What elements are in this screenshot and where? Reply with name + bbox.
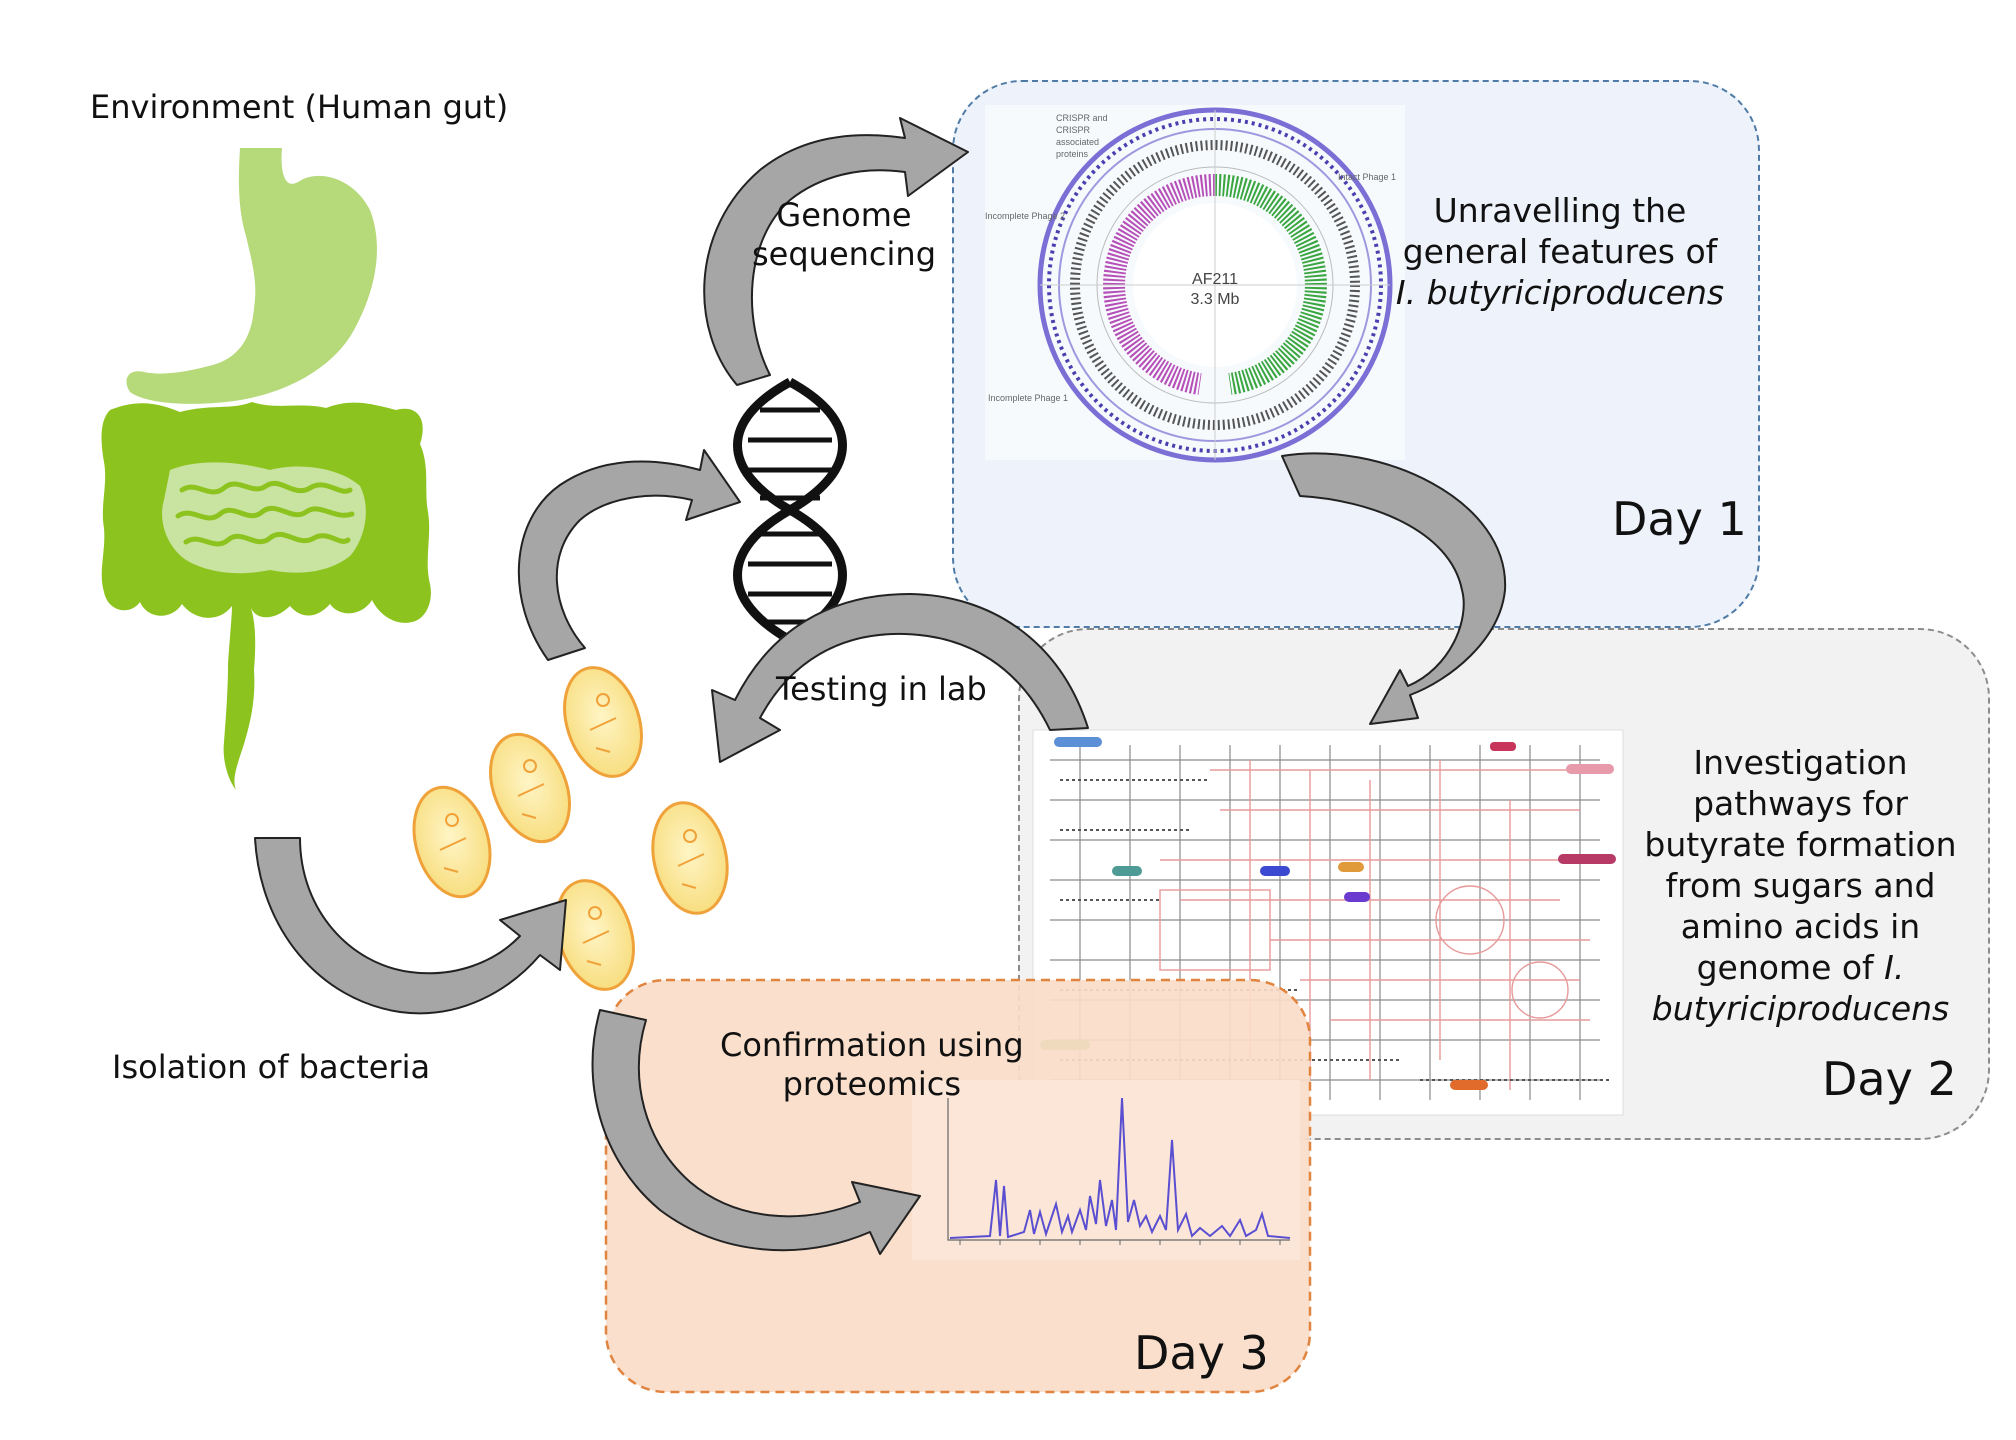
day3-label: Day 3	[1134, 1326, 1269, 1380]
confirmation-label: Confirmation using proteomics	[720, 1026, 1024, 1104]
genome-label-incomplete-phage-2: Incomplete Phage 2	[985, 211, 1065, 221]
genome-label-intact-phage-1: Intact Phage 1	[1338, 172, 1396, 182]
day1-desc-line-1: Unravelling the	[1433, 191, 1687, 230]
confirmation-line-1: Confirmation using	[720, 1026, 1024, 1064]
genome-sequencing-line-1: Genome	[776, 196, 912, 234]
genome-sequencing-label: Genome sequencing	[752, 196, 936, 274]
day1-description: Unravelling the general features of I. b…	[1380, 190, 1740, 313]
day2-description: Investigation pathways for butyrate form…	[1628, 742, 1973, 1029]
isolation-label: Isolation of bacteria	[112, 1048, 431, 1086]
day2-desc-line-4: from sugars and	[1665, 866, 1936, 905]
day2-desc-line-5: amino acids in	[1680, 907, 1921, 946]
genome-label-crispr-3: associated	[1056, 137, 1099, 147]
arrows	[254, 117, 1507, 1255]
human-gut-illustration	[101, 148, 431, 790]
day2-desc-line-6: genome of I.	[1628, 947, 1973, 988]
dna-helix-icon	[733, 378, 847, 644]
confirmation-line-2: proteomics	[782, 1065, 962, 1103]
bacteria-cluster	[412, 666, 729, 991]
bacteria-details	[439, 693, 705, 966]
arrow-genome-sequencing	[703, 117, 969, 386]
arrow-proteomics	[591, 1009, 921, 1255]
arrow-bacteria-to-dna	[517, 449, 741, 661]
arrow-testing-in-lab	[711, 593, 1089, 763]
arrow-day1-to-day2	[1281, 452, 1507, 725]
day1-desc-line-3: I. butyriciproducens	[1395, 273, 1725, 312]
testing-in-lab-label: Testing in lab	[776, 670, 987, 708]
genome-label-crispr-4: proteins	[1056, 149, 1089, 159]
genome-circular-map: AF211 3.3 Mb CRISPR and CRISPR associate…	[985, 105, 1405, 463]
day2-label: Day 2	[1822, 1052, 1957, 1106]
day2-desc-line-2: pathways for	[1693, 784, 1908, 823]
day2-desc-line-6a: genome of	[1696, 948, 1885, 987]
genome-label-crispr-2: CRISPR	[1056, 125, 1091, 135]
genome-label-crispr-1: CRISPR and	[1056, 113, 1108, 123]
day2-desc-line-3: butyrate formation	[1644, 825, 1957, 864]
genome-center-size: 3.3 Mb	[1191, 291, 1240, 308]
day1-label: Day 1	[1612, 492, 1747, 546]
genome-center-name: AF211	[1192, 271, 1238, 288]
day1-desc-line-2: general features of	[1402, 232, 1718, 271]
environment-label: Environment (Human gut)	[90, 88, 509, 126]
day2-desc-line-6b: I.	[1884, 948, 1905, 987]
day2-desc-line-1: Investigation	[1693, 743, 1908, 782]
proteomics-chromatogram	[912, 1080, 1300, 1260]
day2-desc-line-7: butyriciproducens	[1651, 989, 1950, 1028]
genome-sequencing-line-2: sequencing	[752, 235, 936, 273]
genome-label-incomplete-phage-1: Incomplete Phage 1	[988, 393, 1068, 403]
arrow-isolation	[254, 837, 567, 1015]
